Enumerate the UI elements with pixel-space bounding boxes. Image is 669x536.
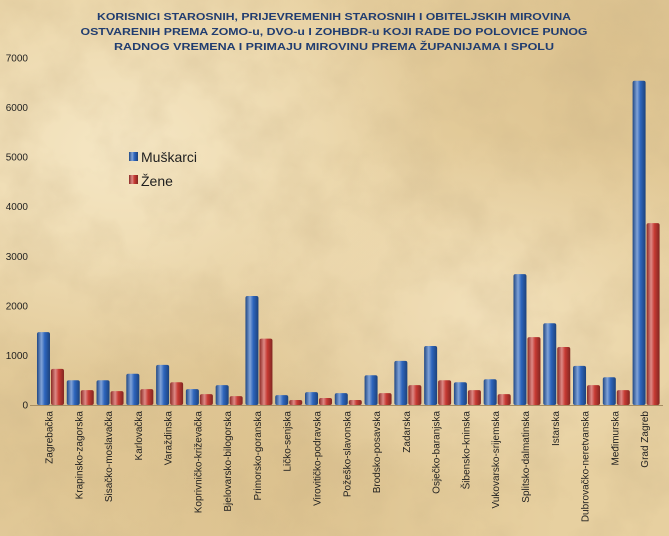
x-axis-labels: Zagrebačka Krapinsko-zagorska Sisačko-mosl… [44,411,651,523]
y-tick-label-3000: 3000 [6,252,29,263]
bar-zene-vukovarsko-srijemska [497,394,511,405]
bar-zene-karlovacka [140,389,154,405]
x-tick-label-osjecko-baranjska: Osječko-baranjska [432,411,443,494]
chart-title-line-3: RADNOG VREMENA I PRIMAJU MIROVINU PREMA … [114,40,554,53]
x-tick-label-brodsko-posavska: Brodsko-posavska [372,411,383,494]
bar-zene-varazdinska [170,382,184,405]
bar-zene-viroviticko-podravska [319,398,333,405]
bar-muskarci-zadarska [394,360,408,405]
bar-zene-krapinsko-zagorska [80,390,94,405]
bar-muskarci-zagrebacka [36,332,50,405]
legend-label-muskarci: Muškarci [141,149,197,165]
x-tick-label-viroviticko-podravska: Virovitičko-podravska [313,411,324,506]
bar-muskarci-karlovacka [126,373,140,405]
x-tick-label-sibensko-kninska: Šibensko-kninska [459,411,472,490]
bar-zene-dubrovacko-neretvanska [587,385,601,405]
bar-zene-osjecko-baranjska [438,380,452,405]
bar-muskarci-krapinsko-zagorska [66,380,80,405]
x-tick-label-sisacko-moslavacka: Sisačko-moslavačka [104,411,115,503]
bar-zene-sisacko-moslavacka [110,391,124,405]
x-tick-label-medimurska: Međimurska [610,411,621,466]
bar-zene-grad-zagreb [646,223,660,405]
x-tick-label-varazdinska: Varaždinska [164,411,175,466]
bar-muskarci-viroviticko-podravska [305,392,319,405]
y-tick-label-5000: 5000 [6,153,29,164]
x-tick-label-pozesko-slavonska: Požeško-slavonska [342,411,353,498]
bar-zene-istarska [557,347,571,405]
x-tick-label-licko-senjska: Ličko-senjska [283,411,294,472]
bar-muskarci-licko-senjska [275,395,289,405]
x-tick-label-zadarska: Zadarska [402,411,413,453]
legend-label-zene: Žene [141,173,173,189]
bar-muskarci-primorsko-goranska [245,295,259,405]
x-tick-label-koprivnicko-krizevacka: Koprivničko-križevačka [193,411,204,514]
bar-muskarci-bjelovarsko-bilogorska [215,385,229,405]
bar-zene-licko-senjska [289,400,303,405]
bar-zene-pozesko-slavonska [348,400,362,405]
bar-muskarci-vukovarsko-srijemska [483,379,497,405]
bar-zene-medimurska [616,390,630,405]
bar-muskarci-dubrovacko-neretvanska [573,365,587,405]
bar-muskarci-grad-zagreb [632,80,646,405]
legend-swatch-muskarci [129,152,138,161]
x-tick-label-dubrovacko-neretvanska: Dubrovačko-neretvanska [581,411,592,523]
x-tick-label-krapinsko-zagorska: Krapinsko-zagorska [74,411,85,500]
x-tick-label-bjelovarsko-bilogorska: Bjelovarsko-bilogorska [223,411,234,512]
y-tick-label-0: 0 [22,401,28,412]
bar-muskarci-brodsko-posavska [364,375,378,405]
bar-muskarci-osjecko-baranjska [424,346,438,405]
x-tick-label-primorsko-goranska: Primorsko-goranska [253,411,264,501]
bar-zene-zagrebacka [50,368,64,405]
y-tick-label-1000: 1000 [6,351,29,362]
y-tick-label-6000: 6000 [6,103,29,114]
y-tick-label-7000: 7000 [6,54,29,65]
bar-muskarci-sibensko-kninska [453,382,467,405]
chart-title-line-2: OSTVARENIH PREMA ZOMO-u, DVO-u I ZOHBDR-… [81,26,588,38]
bar-muskarci-sisacko-moslavacka [96,380,110,405]
bar-zene-splitsko-dalmatinska [527,337,541,405]
bar-zene-bjelovarsko-bilogorska [229,396,243,405]
y-axis: 0 1000 2000 3000 4000 5000 6000 7000 [6,54,29,412]
bar-zene-sibensko-kninska [467,390,481,405]
chart-title-line-1: KORISNICI STAROSNIH, PRIJEVREMENIH STARO… [97,11,571,23]
bar-muskarci-varazdinska [156,364,170,405]
x-tick-label-splitsko-dalmatinska: Splitsko-dalmatinska [521,411,532,503]
y-tick-label-2000: 2000 [6,301,29,312]
x-tick-label-grad-zagreb: Grad Zagreb [640,411,651,468]
x-tick-label-istarska: Istarska [551,411,562,446]
bar-zene-brodsko-posavska [378,393,392,405]
bar-muskarci-istarska [543,323,557,405]
bar-zene-primorsko-goranska [259,338,273,405]
bars [36,80,660,405]
bar-muskarci-koprivnicko-krizevacka [185,389,199,405]
bar-muskarci-pozesko-slavonska [334,393,348,405]
y-tick-label-4000: 4000 [6,202,29,213]
bar-zene-zadarska [408,385,422,405]
bar-muskarci-splitsko-dalmatinska [513,274,527,405]
bar-muskarci-medimurska [602,377,616,405]
x-tick-label-vukovarsko-srijemska: Vukovarsko-srijemska [491,411,502,509]
x-tick-label-zagrebacka: Zagrebačka [44,411,55,464]
bar-zene-koprivnicko-krizevacka [199,394,213,405]
legend: Muškarci Žene [129,149,197,189]
legend-swatch-zene [129,175,138,184]
x-tick-label-karlovacka: Karlovačka [134,411,145,461]
chart-title: KORISNICI STAROSNIH, PRIJEVREMENIH STARO… [81,11,588,53]
